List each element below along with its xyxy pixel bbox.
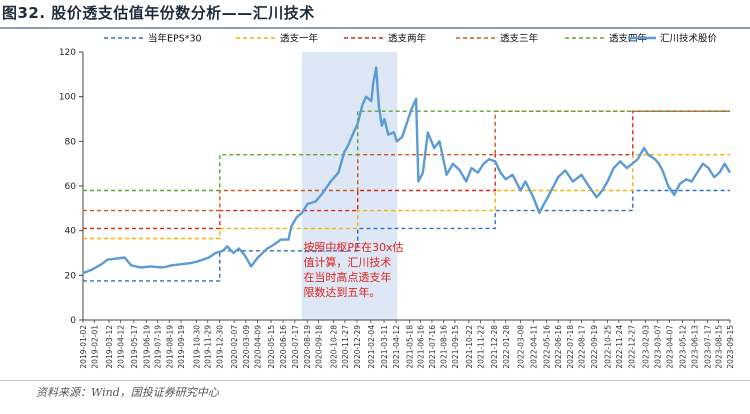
x-tick-label: 2023-04-07 xyxy=(665,325,674,369)
x-tick-label: 2019-06-19 xyxy=(142,325,151,369)
x-tick-label: 2022-12-27 xyxy=(627,325,636,369)
y-tick-label: 40 xyxy=(65,227,77,237)
x-tick-label: 2021-12-28 xyxy=(490,325,499,369)
x-tick-label: 2019-02-01 xyxy=(90,325,99,369)
x-tick-label: 2019-07-19 xyxy=(154,325,163,369)
title-rule xyxy=(0,27,750,29)
legend-label: 当年EPS*30 xyxy=(148,33,202,45)
x-tick-label: 2023-02-03 xyxy=(642,325,651,369)
annotation-text: 按照中枢PE在30x估 xyxy=(303,240,403,254)
x-tick-label: 2023-06-13 xyxy=(691,325,700,369)
annotation-text: 在当时高点透支年 xyxy=(303,270,391,284)
x-tick-label: 2019-03-12 xyxy=(105,325,114,369)
x-tick-label: 2020-05-15 xyxy=(267,325,276,369)
x-tick-label: 2020-09-18 xyxy=(315,325,324,369)
annotation-text: 限数达到五年。 xyxy=(303,285,380,299)
y-tick-label: 80 xyxy=(65,137,77,147)
x-tick-label: 2020-04-09 xyxy=(253,325,262,369)
x-tick-label: 2021-03-11 xyxy=(380,325,389,369)
x-tick-label: 2019-08-19 xyxy=(165,325,174,369)
y-tick-label: 120 xyxy=(59,48,76,58)
x-tick-label: 2019-09-19 xyxy=(177,325,186,369)
x-tick-label: 2023-03-07 xyxy=(654,325,663,369)
x-tick-label: 2021-09-15 xyxy=(451,325,460,369)
series-line xyxy=(83,189,730,282)
y-tick-label: 60 xyxy=(65,182,77,192)
x-tick-label: 2020-06-16 xyxy=(279,325,288,369)
x-tick-label: 2019-12-30 xyxy=(215,325,224,369)
x-tick-label: 2021-06-16 xyxy=(417,325,426,369)
legend-label: 透支两年 xyxy=(388,33,427,45)
x-tick-label: 2022-03-08 xyxy=(516,325,525,369)
x-tick-label: 2022-09-19 xyxy=(590,325,599,369)
x-tick-label: 2022-07-18 xyxy=(566,325,575,369)
x-tick-label: 2021-02-04 xyxy=(367,325,376,369)
x-tick-label: 2021-11-22 xyxy=(477,325,486,369)
highlight-region xyxy=(301,52,398,320)
x-tick-label: 2019-10-30 xyxy=(192,325,201,369)
x-tick-label: 2019-04-12 xyxy=(117,325,126,369)
x-tick-label: 2020-10-28 xyxy=(330,325,339,369)
x-tick-label: 2020-08-19 xyxy=(303,325,312,369)
x-tick-label: 2023-07-17 xyxy=(703,325,712,369)
price-line xyxy=(82,66,732,275)
x-tick-label: 2022-01-28 xyxy=(502,325,511,369)
x-tick-label: 2021-10-22 xyxy=(465,325,474,369)
legend-label: 透支三年 xyxy=(500,33,539,45)
x-tick-label: 2023-05-12 xyxy=(679,325,688,369)
x-tick-label: 2023-09-15 xyxy=(726,325,735,369)
legend-label: 汇川技术股价 xyxy=(660,33,718,45)
x-tick-label: 2022-08-17 xyxy=(578,325,587,369)
x-tick-label: 2020-07-17 xyxy=(291,325,300,369)
x-tick-label: 2021-08-16 xyxy=(440,325,449,369)
x-tick-label: 2020-12-29 xyxy=(353,325,362,369)
x-tick-label: 2022-10-25 xyxy=(604,325,613,369)
x-tick-label: 2020-11-27 xyxy=(341,325,350,369)
chart: 0 20 40 60 80 100 120 2019-01-02 2019-02-01 2019-… xyxy=(59,33,735,369)
x-tick-label: 2021-05-18 xyxy=(406,325,415,369)
y-tick-label: 0 xyxy=(70,316,76,326)
x-tick-label: 2022-04-11 xyxy=(529,325,538,369)
legend-label: 透支一年 xyxy=(280,33,319,45)
source-rule xyxy=(0,380,750,381)
series-line xyxy=(83,110,730,192)
chart-title: 图32. 股价透支估值年份数分析——汇川技术 xyxy=(2,4,315,22)
y-tick-label: 100 xyxy=(59,93,76,103)
annotation-text: 值计算，汇川技术 xyxy=(303,255,391,269)
x-tick-label: 2019-05-17 xyxy=(130,325,139,369)
x-tick-label: 2022-05-16 xyxy=(542,325,551,369)
x-tick-label: 2021-04-12 xyxy=(392,325,401,369)
source-note: 资料来源：Wind，国投证券研究中心 xyxy=(36,386,219,399)
x-tick-label: 2020-03-09 xyxy=(242,325,251,369)
series-line xyxy=(83,110,730,212)
series-line xyxy=(83,153,730,240)
x-tick-label: 2019-01-02 xyxy=(79,325,88,369)
y-tick-label: 20 xyxy=(65,271,77,281)
series-line xyxy=(83,110,730,230)
x-tick-label: 2020-02-07 xyxy=(230,325,239,369)
x-tick-label: 2019-11-29 xyxy=(204,325,213,369)
x-tick-label: 2023-08-15 xyxy=(714,325,723,369)
x-tick-label: 2022-11-24 xyxy=(615,325,624,369)
x-tick-label: 2021-07-16 xyxy=(428,325,437,369)
x-tick-label: 2022-06-16 xyxy=(554,325,563,369)
